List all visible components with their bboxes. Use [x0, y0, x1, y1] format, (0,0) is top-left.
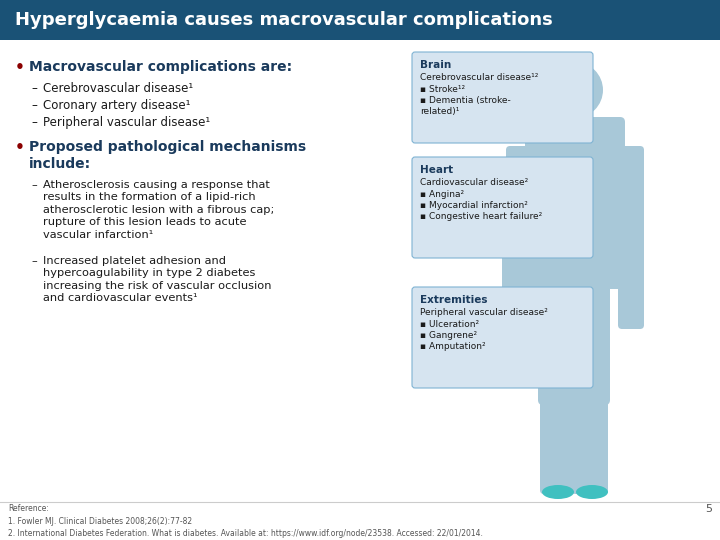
Text: –: – — [31, 116, 37, 129]
Text: ▪ Myocardial infarction²: ▪ Myocardial infarction² — [420, 201, 528, 210]
FancyBboxPatch shape — [412, 52, 593, 143]
Text: Reference:
1. Fowler MJ. Clinical Diabetes 2008;26(2):77-82
2. International Dia: Reference: 1. Fowler MJ. Clinical Diabet… — [8, 504, 483, 538]
Text: Proposed pathological mechanisms
include:: Proposed pathological mechanisms include… — [29, 140, 306, 171]
Text: Hyperglycaemia causes macrovascular complications: Hyperglycaemia causes macrovascular comp… — [15, 11, 553, 29]
FancyBboxPatch shape — [618, 231, 644, 329]
Text: Increased platelet adhesion and
hypercoagulability in type 2 diabetes
increasing: Increased platelet adhesion and hypercoa… — [43, 256, 271, 303]
FancyBboxPatch shape — [566, 110, 584, 125]
Text: Coronary artery disease¹: Coronary artery disease¹ — [43, 99, 191, 112]
Text: –: – — [31, 180, 37, 190]
Text: ▪ Stroke¹²: ▪ Stroke¹² — [420, 85, 465, 94]
Text: Cardiovascular disease²: Cardiovascular disease² — [420, 178, 528, 187]
Ellipse shape — [542, 485, 574, 499]
FancyBboxPatch shape — [0, 0, 720, 40]
Text: Peripheral vascular disease¹: Peripheral vascular disease¹ — [43, 116, 210, 129]
FancyBboxPatch shape — [0, 0, 720, 540]
Text: •: • — [15, 60, 25, 75]
Text: Heart: Heart — [420, 165, 453, 175]
Text: Brain: Brain — [420, 60, 451, 70]
Text: Peripheral vascular disease²: Peripheral vascular disease² — [420, 308, 548, 317]
Text: ▪ Angina²: ▪ Angina² — [420, 190, 464, 199]
Text: ▪ Amputation²: ▪ Amputation² — [420, 342, 485, 351]
Text: ▪ Ulceration²: ▪ Ulceration² — [420, 320, 479, 329]
Text: 5: 5 — [705, 504, 712, 514]
FancyBboxPatch shape — [506, 146, 536, 244]
Text: Cerebrovascular disease¹²: Cerebrovascular disease¹² — [420, 73, 539, 82]
FancyBboxPatch shape — [412, 157, 593, 258]
Text: •: • — [15, 140, 25, 155]
Text: ▪ Gangrene²: ▪ Gangrene² — [420, 331, 477, 340]
FancyBboxPatch shape — [412, 287, 593, 388]
Ellipse shape — [576, 485, 608, 499]
Text: ▪ Congestive heart failure²: ▪ Congestive heart failure² — [420, 212, 542, 221]
Text: Macrovascular complications are:: Macrovascular complications are: — [29, 60, 292, 74]
Text: Atherosclerosis causing a response that
results in the formation of a lipid-rich: Atherosclerosis causing a response that … — [43, 180, 274, 240]
FancyBboxPatch shape — [525, 117, 625, 245]
FancyBboxPatch shape — [570, 275, 610, 405]
Text: –: – — [31, 256, 37, 266]
Text: Cerebrovascular disease¹: Cerebrovascular disease¹ — [43, 82, 193, 95]
FancyBboxPatch shape — [502, 231, 528, 329]
Text: –: – — [31, 82, 37, 95]
FancyBboxPatch shape — [526, 231, 624, 289]
FancyBboxPatch shape — [538, 275, 578, 405]
Text: Extremities: Extremities — [420, 295, 487, 305]
FancyBboxPatch shape — [572, 391, 608, 494]
FancyBboxPatch shape — [614, 146, 644, 244]
FancyBboxPatch shape — [540, 391, 576, 494]
Circle shape — [547, 62, 603, 118]
Text: ▪ Dementia (stroke-
related)¹: ▪ Dementia (stroke- related)¹ — [420, 96, 510, 116]
Text: –: – — [31, 99, 37, 112]
